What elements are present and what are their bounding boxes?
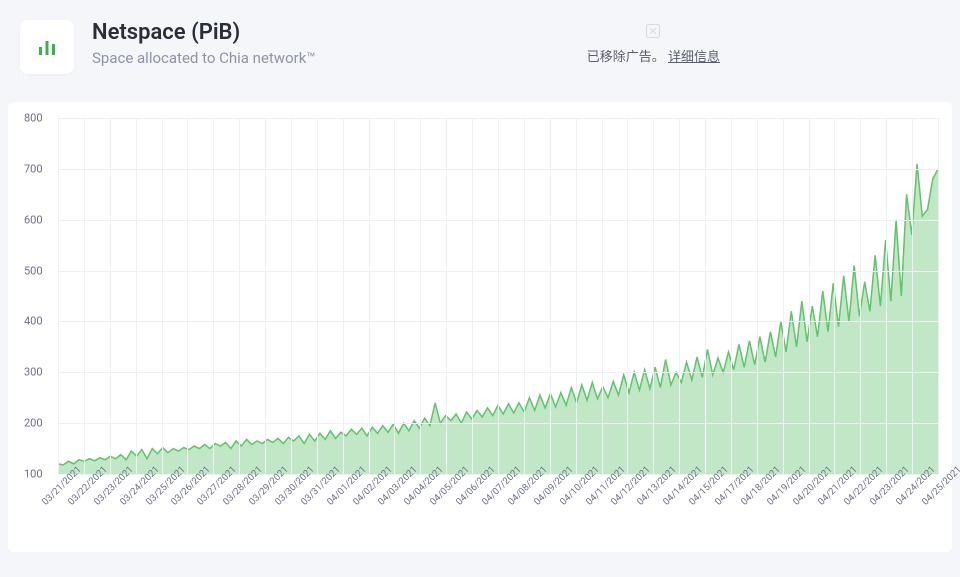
- ad-details-link[interactable]: 详细信息: [668, 50, 720, 65]
- grid-line-vertical: [291, 118, 292, 474]
- grid-line-vertical: [239, 118, 240, 474]
- grid-line-vertical: [162, 118, 163, 474]
- grid-line-vertical: [757, 118, 758, 474]
- grid-line-vertical: [731, 118, 732, 474]
- y-axis-tick: 400: [24, 315, 43, 328]
- grid-line-vertical: [343, 118, 344, 474]
- ad-removed-text: 已移除广告。: [587, 50, 665, 65]
- grid-line-vertical: [783, 118, 784, 474]
- chart-container: 10020030040050060070080003/21/202103/22/…: [8, 102, 952, 552]
- grid-line-vertical: [524, 118, 525, 474]
- grid-line-vertical: [576, 118, 577, 474]
- grid-line-vertical: [679, 118, 680, 474]
- bar-chart-icon: [37, 37, 57, 57]
- grid-line-vertical: [110, 118, 111, 474]
- grid-line-vertical: [912, 118, 913, 474]
- y-axis-tick: 600: [24, 213, 43, 226]
- grid-line-vertical: [550, 118, 551, 474]
- grid-line-vertical: [498, 118, 499, 474]
- page-title: Netspace (PiB): [92, 20, 936, 45]
- grid-line-vertical: [369, 118, 370, 474]
- chart-icon-box: [20, 20, 74, 74]
- grid-line-vertical: [446, 118, 447, 474]
- grid-line-vertical: [860, 118, 861, 474]
- grid-line-vertical: [394, 118, 395, 474]
- grid-line-vertical: [317, 118, 318, 474]
- ad-notice: 已移除广告。 详细信息: [587, 46, 720, 65]
- title-block: Netspace (PiB) Space allocated to Chia n…: [92, 20, 936, 67]
- y-axis-tick: 300: [24, 366, 43, 379]
- grid-line-vertical: [58, 118, 59, 474]
- grid-line-vertical: [472, 118, 473, 474]
- grid-line-vertical: [187, 118, 188, 474]
- grid-line-vertical: [886, 118, 887, 474]
- grid-line-vertical: [809, 118, 810, 474]
- grid-line-vertical: [938, 118, 939, 474]
- page-subtitle: Space allocated to Chia network™: [92, 49, 936, 67]
- grid-line-vertical: [627, 118, 628, 474]
- grid-line-vertical: [602, 118, 603, 474]
- grid-line-vertical: [420, 118, 421, 474]
- ad-close-icon: [646, 24, 660, 38]
- chart-area: 10020030040050060070080003/21/202103/22/…: [16, 114, 944, 546]
- y-axis-tick: 200: [24, 417, 43, 430]
- grid-line-vertical: [265, 118, 266, 474]
- y-axis-tick: 500: [24, 264, 43, 277]
- grid-line-vertical: [653, 118, 654, 474]
- y-axis-tick: 700: [24, 162, 43, 175]
- y-axis-tick: 800: [24, 112, 43, 125]
- grid-line-vertical: [834, 118, 835, 474]
- grid-line-vertical: [213, 118, 214, 474]
- y-axis-tick: 100: [24, 468, 43, 481]
- grid-line-vertical: [705, 118, 706, 474]
- header: Netspace (PiB) Space allocated to Chia n…: [0, 0, 960, 102]
- grid-line-vertical: [84, 118, 85, 474]
- grid-line-vertical: [136, 118, 137, 474]
